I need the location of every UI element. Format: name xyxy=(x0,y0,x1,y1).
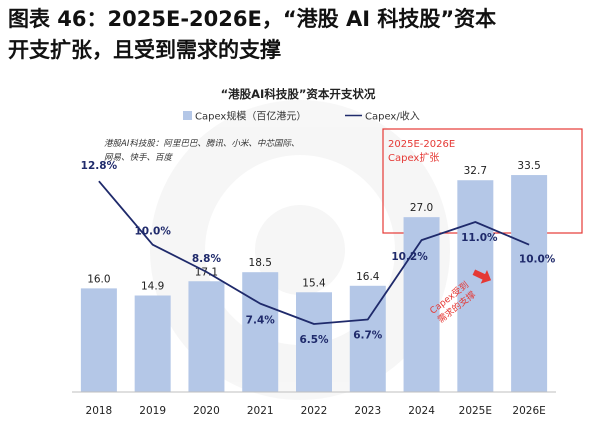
bar-label-2026E: 33.5 xyxy=(517,160,540,172)
line-label-2021: 7.4% xyxy=(246,315,276,327)
note-line-2: 网易、快手、百度 xyxy=(104,152,174,163)
highlight-label-line-2: Capex扩张 xyxy=(388,151,439,164)
bar-2020 xyxy=(188,281,225,392)
line-label-2025E: 11.0% xyxy=(461,232,498,244)
bar-2018 xyxy=(80,288,117,392)
x-tick-2023: 2023 xyxy=(354,405,381,417)
line-label-2020: 8.8% xyxy=(192,253,222,265)
line-label-2019: 10.0% xyxy=(134,226,171,238)
line-label-2024: 10.2% xyxy=(391,251,428,263)
highlight-label-line-1: 2025E-2026E xyxy=(388,139,455,150)
line-series xyxy=(98,180,530,325)
bar-value-labels: 16.014.917.118.515.416.427.032.7 33.5 xyxy=(87,160,541,292)
bar-label-2025E: 32.7 xyxy=(464,165,487,177)
bar-2023 xyxy=(349,285,386,392)
x-tick-2020: 2020 xyxy=(193,405,220,417)
legend-bar-label: Capex规模（百亿港元） xyxy=(195,110,306,123)
x-tick-2019: 2019 xyxy=(139,405,166,417)
bar-label-2022: 15.4 xyxy=(302,277,326,289)
line-label-2026E: 10.0% xyxy=(519,254,556,266)
x-tick-labels: 2018 2019 2020 2021 2022 2023 2024 2025E 2026E xyxy=(86,405,546,417)
line-value-labels: 12.8% 10.0% 8.8% 7.4% 6.5% 6.7% 10.2% 11.0% 10.0… xyxy=(81,160,556,346)
heading-line-2: 开支扩张，且受到需求的支撑 xyxy=(8,38,281,62)
x-tick-2025E: 2025E xyxy=(459,405,492,417)
x-tick-2022: 2022 xyxy=(301,405,328,417)
x-tick-2024: 2024 xyxy=(408,405,435,417)
chart-title: “港股AI科技股”资本开支状况 xyxy=(221,87,376,101)
line-label-2023: 6.7% xyxy=(353,329,383,341)
line-label-2018: 12.8% xyxy=(81,160,118,172)
legend-line-label: Capex/收入 xyxy=(365,110,420,123)
bar-2021 xyxy=(242,272,279,392)
bar-label-2024: 27.0 xyxy=(410,202,433,214)
heading-line-1: 图表 46：2025E-2026E，“港股 AI 科技股”资本 xyxy=(8,7,497,31)
note-line-1: 港股AI科技股：阿里巴巴、腾讯、小米、中芯国际、 xyxy=(104,138,299,149)
capex-ratio-line xyxy=(98,180,530,325)
bar-label-2023: 16.4 xyxy=(356,271,380,283)
bar-label-2021: 18.5 xyxy=(249,257,272,269)
x-tick-2021: 2021 xyxy=(247,405,274,417)
bar-series xyxy=(80,175,548,392)
bar-label-2018: 16.0 xyxy=(87,273,110,285)
legend: Capex规模（百亿港元） Capex/收入 xyxy=(183,110,420,123)
bar-2019 xyxy=(134,295,171,392)
legend-bar-swatch xyxy=(183,111,192,120)
line-label-2022: 6.5% xyxy=(299,334,329,346)
bar-2024 xyxy=(403,217,440,392)
bar-2022 xyxy=(296,292,332,392)
x-tick-2018: 2018 xyxy=(86,405,113,417)
bar-label-2019: 14.9 xyxy=(141,281,164,293)
bar-2026E xyxy=(511,175,548,392)
figure-heading: 图表 46：2025E-2026E，“港股 AI 科技股”资本 开支扩张，且受到… xyxy=(8,4,588,66)
annotation-arrow xyxy=(472,269,492,284)
bar-2025E xyxy=(457,180,494,392)
x-tick-2026E: 2026E xyxy=(512,405,545,417)
